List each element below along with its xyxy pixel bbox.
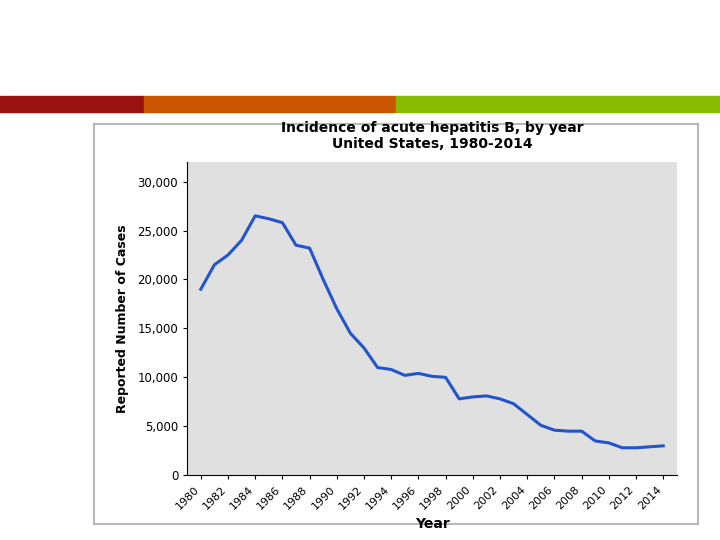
Title: Incidence of acute hepatitis B, by year
United States, 1980-2014: Incidence of acute hepatitis B, by year … [281,121,583,151]
Bar [396,96,720,112]
Bar [144,96,396,112]
Text: Incidence of HBV in USA: Incidence of HBV in USA [22,39,391,68]
Bar [0,96,144,112]
Y-axis label: Reported Number of Cases: Reported Number of Cases [116,224,129,413]
X-axis label: Year: Year [415,517,449,531]
